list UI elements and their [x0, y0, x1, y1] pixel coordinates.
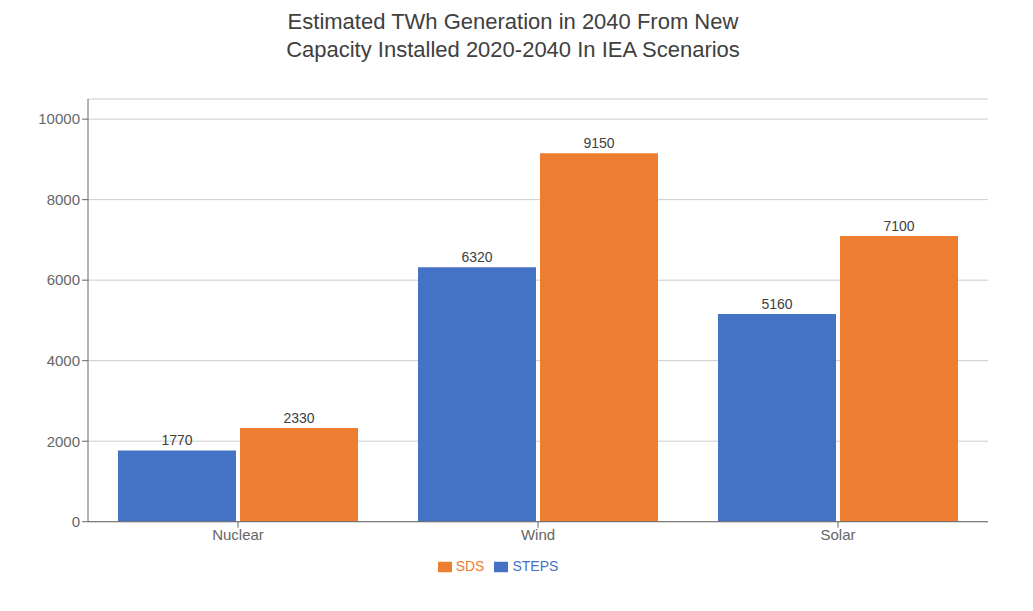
html-text:Capacity Installed 2020-2040 I: Capacity Installed 2020-2040 In IEA Scen… [286, 37, 740, 62]
svg-text:9150: 9150 [583, 135, 614, 151]
svg-text:2000: 2000 [47, 433, 80, 450]
svg-text:5160: 5160 [761, 296, 792, 312]
svg-text:Nuclear: Nuclear [212, 526, 264, 543]
html-text:STEPS: STEPS [512, 557, 559, 574]
svg-text:8000: 8000 [47, 191, 80, 208]
svg-text:7100: 7100 [883, 218, 914, 234]
svg-text:6320: 6320 [461, 249, 492, 265]
svg-text:Solar: Solar [820, 526, 855, 543]
svg-text:10000: 10000 [38, 110, 80, 127]
html-text:Estimated TWh Generation in 20: Estimated TWh Generation in 2040 From Ne… [287, 9, 739, 34]
svg-text:1770: 1770 [161, 432, 192, 448]
svg-text:0: 0 [72, 513, 80, 530]
html-text:SDS: SDS [455, 557, 485, 574]
svg-text:Wind: Wind [521, 526, 555, 543]
svg-text:6000: 6000 [47, 271, 80, 288]
svg-text:2330: 2330 [283, 410, 314, 426]
svg-text:4000: 4000 [47, 352, 80, 369]
